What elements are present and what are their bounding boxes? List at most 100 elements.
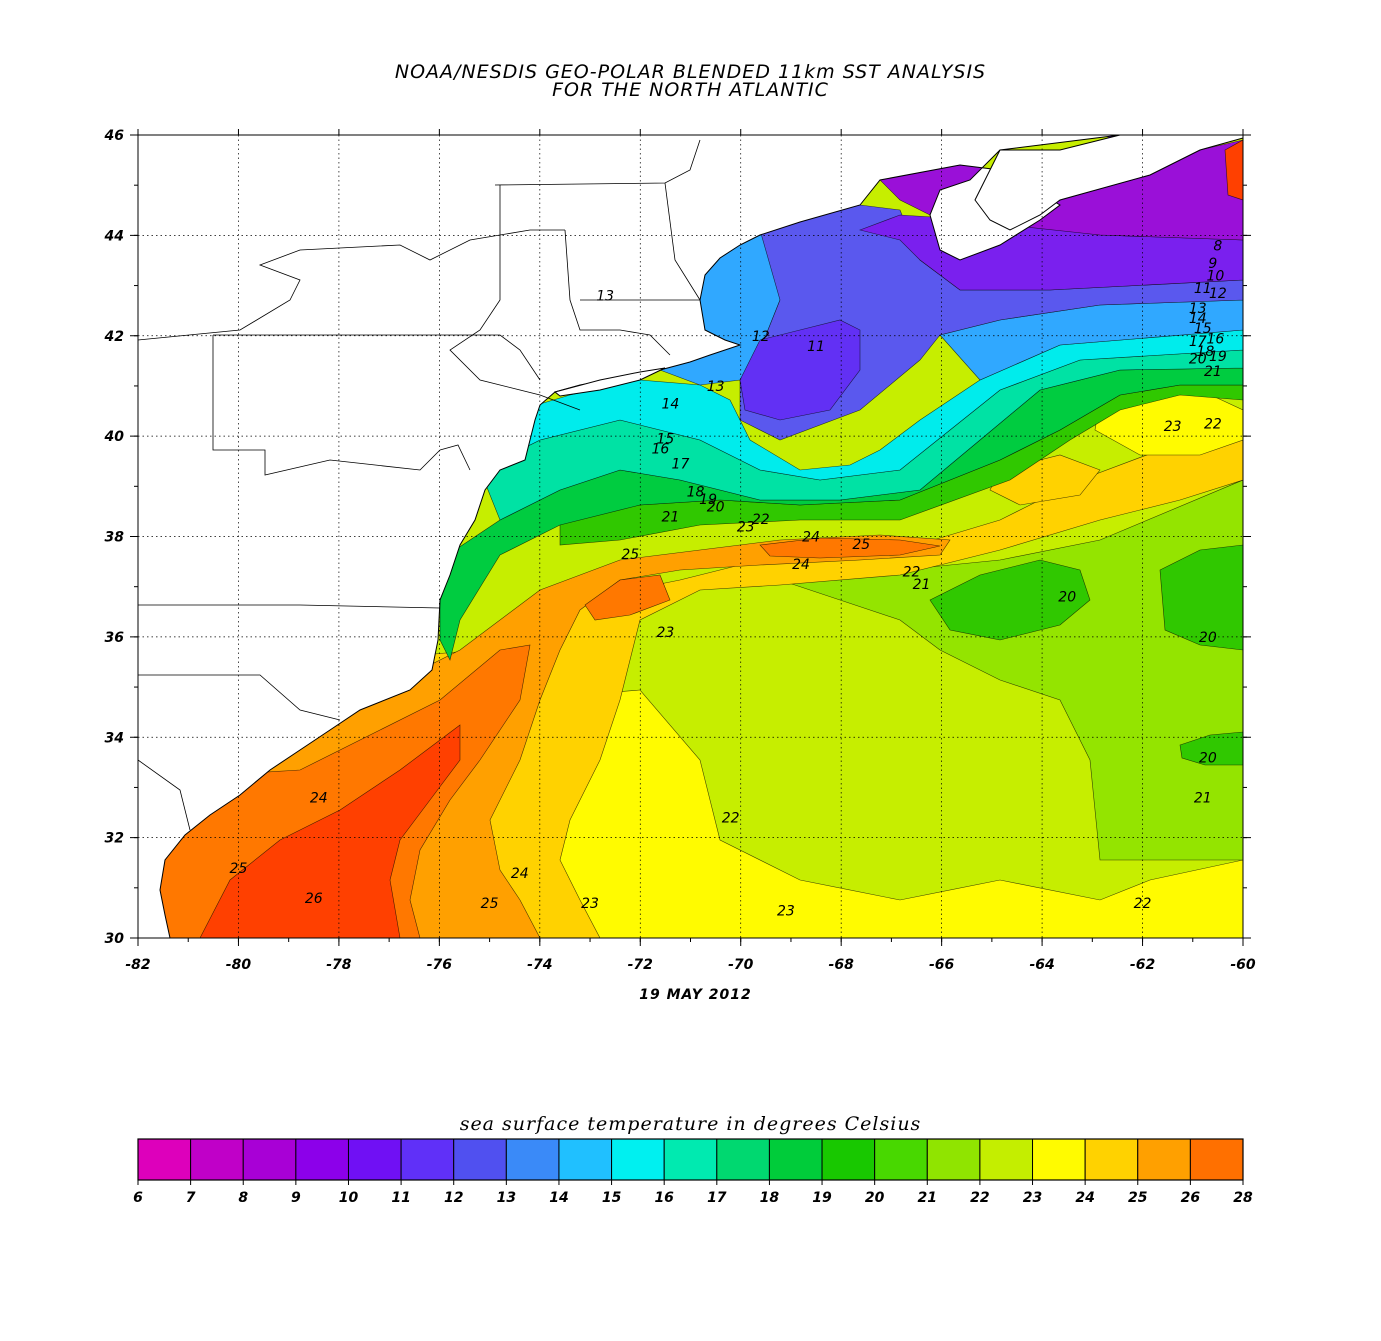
colorbar-value-label: 17 <box>707 1190 727 1206</box>
y-tick-label: 32 <box>105 831 124 847</box>
colorbar-swatch <box>1189 1138 1244 1181</box>
contour-label: 23 <box>737 519 755 535</box>
colorbar-labels: 6 7 8 9 10 11 12 13 14 15 16 17 18 19 20 21 22 23 24 25 26 28 <box>133 1190 1253 1206</box>
contour-label: 9 <box>1208 256 1217 272</box>
contour-label: 16 <box>651 442 669 458</box>
colorbar-swatch <box>505 1138 560 1181</box>
colorbar-swatch <box>821 1138 876 1181</box>
colorbar-value-label: 25 <box>1128 1190 1148 1206</box>
sst-band <box>1179 731 1243 766</box>
contour-label: 24 <box>792 557 810 573</box>
contour-label: 24 <box>310 790 328 806</box>
state-boundary-line <box>138 759 191 831</box>
contour-label: 23 <box>581 896 599 912</box>
contour-label: 22 <box>1134 896 1152 912</box>
y-tick-label: 38 <box>105 530 125 546</box>
analysis-date: 19 MAY 2012 <box>639 987 752 1003</box>
sst-band <box>138 644 531 938</box>
contour-label: 21 <box>661 509 679 525</box>
contour-label: 24 <box>802 530 820 546</box>
y-tick-label: 46 <box>104 128 125 144</box>
colorbar-value-label: 6 <box>133 1190 143 1206</box>
y-tick-label: 34 <box>105 730 124 746</box>
colorbar <box>137 1138 1244 1185</box>
sst-band <box>1159 544 1243 651</box>
colorbar-value-label: 11 <box>391 1190 410 1206</box>
contour-label: 17 <box>1189 334 1207 350</box>
sst-band <box>489 329 1243 481</box>
contour-label: 23 <box>656 625 674 641</box>
colorbar-value-label: 7 <box>186 1190 196 1206</box>
colorbar-frame <box>137 1138 1244 1181</box>
x-tick-label: -80 <box>226 957 252 973</box>
contour-label: 21 <box>913 577 931 593</box>
contour-label: 20 <box>1199 630 1217 646</box>
colorbar-swatch <box>1084 1138 1139 1181</box>
contour-label: 13 <box>596 289 614 305</box>
state-boundary-line <box>138 604 441 609</box>
long-island <box>553 367 666 397</box>
contour-label: 11 <box>1194 281 1212 297</box>
contour-label: 18 <box>687 484 705 500</box>
contour-label: 14 <box>1189 311 1207 327</box>
contour-label: 22 <box>903 565 921 581</box>
sst-band <box>929 559 1091 641</box>
colorbar-swatch <box>979 1138 1034 1181</box>
contour-label: 11 <box>807 339 825 355</box>
colorbar-value-label: 14 <box>549 1190 568 1206</box>
colorbar-swatch <box>242 1138 297 1181</box>
contour-label: 20 <box>1189 351 1207 367</box>
state-boundary-line <box>664 182 701 301</box>
map-title-line-1: NOAA/NESDIS GEO-POLAR BLENDED 11km SST A… <box>394 61 987 83</box>
colorbar-value-label: 12 <box>444 1190 463 1206</box>
colorbar-value-label: 8 <box>238 1190 248 1206</box>
contour-label: 21 <box>1194 790 1212 806</box>
axis-ticks <box>130 129 1251 946</box>
colorbar-swatch <box>400 1138 455 1181</box>
map-plot-area: 8910111213141516171819202122231312111314… <box>138 135 1243 938</box>
colorbar-value-label: 15 <box>602 1190 622 1206</box>
sst-band <box>584 574 671 621</box>
contour-label: 13 <box>1189 301 1207 317</box>
x-tick-label: -70 <box>728 957 754 973</box>
contour-labels: 8910111213141516171819202122231312111314… <box>230 238 1227 919</box>
colorbar-value-label: 10 <box>339 1190 359 1206</box>
state-boundary-line <box>212 335 441 476</box>
contour-label: 23 <box>777 903 795 919</box>
state-boundary-line <box>138 229 565 341</box>
contour-label: 20 <box>707 499 725 515</box>
contour-label: 25 <box>481 896 499 912</box>
contour-label: 15 <box>1194 321 1212 337</box>
state-boundary-line <box>213 334 541 381</box>
x-tick-label: -76 <box>427 957 453 973</box>
colorbar-value-label: 26 <box>1181 1190 1201 1206</box>
colorbar-swatch <box>137 1138 192 1181</box>
map-title-line-2: FOR THE NORTH ATLANTIC <box>552 79 829 101</box>
colorbar-value-label: 13 <box>497 1190 516 1206</box>
colorbar-swatch <box>716 1138 770 1181</box>
legend-title: sea surface temperature in degrees Celsi… <box>459 1113 922 1135</box>
sst-band <box>739 319 861 421</box>
x-tick-label: -62 <box>1130 957 1155 973</box>
x-tick-label: -66 <box>929 957 955 973</box>
contour-label: 16 <box>1206 331 1224 347</box>
colorbar-value-label: 16 <box>654 1190 674 1206</box>
contour-label: 10 <box>1206 269 1224 285</box>
colorbar-value-label: 24 <box>1075 1190 1094 1206</box>
colorbar-swatch <box>1137 1138 1191 1181</box>
contour-label: 18 <box>1196 344 1214 360</box>
contour-label: 12 <box>752 329 770 345</box>
contour-label: 23 <box>1164 419 1182 435</box>
x-tick-label: -64 <box>1029 957 1054 973</box>
colorbar-value-label: 28 <box>1233 1190 1253 1206</box>
contour-label: 25 <box>852 537 870 553</box>
contour-label: 25 <box>621 547 639 563</box>
colorbar-swatch <box>663 1138 718 1181</box>
contour-label: 12 <box>1209 286 1227 302</box>
contour-label: 20 <box>1058 590 1076 606</box>
sst-band <box>759 537 941 559</box>
state-boundaries <box>138 139 701 831</box>
colorbar-value-label: 9 <box>291 1190 301 1206</box>
contour-label: 8 <box>1213 238 1222 254</box>
